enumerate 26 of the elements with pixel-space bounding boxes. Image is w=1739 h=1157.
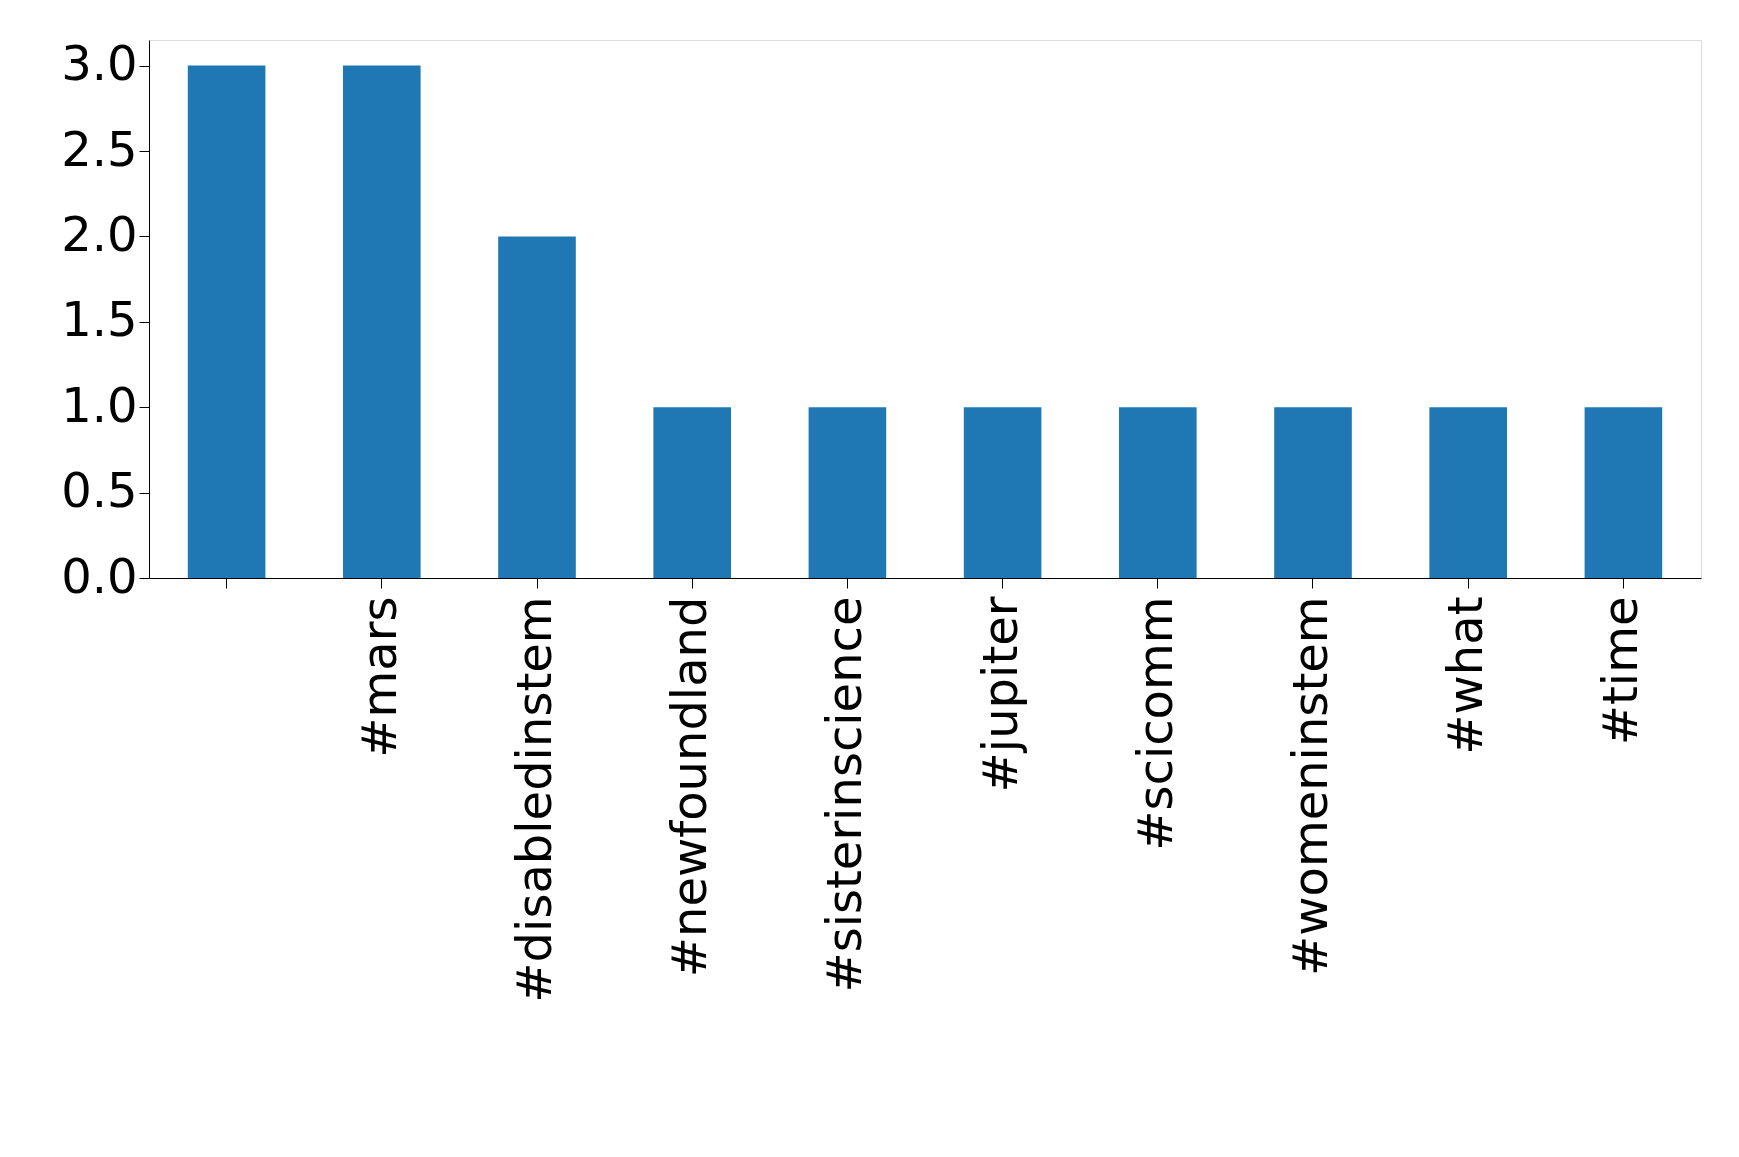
- bar: [963, 407, 1042, 578]
- y-tick-label: 3.0: [61, 35, 138, 92]
- bar: [1429, 407, 1507, 578]
- x-tick-label: #time: [1592, 596, 1649, 746]
- x-tick-label: #womeninstem: [1282, 596, 1338, 976]
- y-tick-label: 0.0: [61, 547, 138, 604]
- x-tick-label: #newfoundland: [661, 596, 718, 978]
- x-tick-label: #scicomm: [1126, 596, 1183, 851]
- bar: [653, 407, 731, 578]
- bar: [498, 236, 576, 578]
- y-tick-label: 1.5: [61, 291, 138, 348]
- bar: [343, 65, 421, 578]
- y-tick-label: 0.5: [61, 462, 138, 519]
- x-tick-label: #disabledinstem: [506, 596, 562, 1003]
- x-tick-label: #jupiter: [971, 596, 1028, 793]
- bar: [808, 407, 887, 578]
- x-tick-label: #what: [1437, 596, 1494, 755]
- y-tick-label: 2.0: [61, 205, 138, 262]
- bar: [1119, 407, 1197, 578]
- bar: [1274, 407, 1352, 578]
- bar: [1584, 407, 1663, 578]
- bar: [187, 65, 266, 578]
- y-tick-label: 2.5: [61, 120, 138, 177]
- x-tick-label: #mars: [350, 596, 407, 758]
- y-tick-label: 1.0: [61, 376, 138, 433]
- x-tick-label: #sisterinscience: [816, 596, 873, 993]
